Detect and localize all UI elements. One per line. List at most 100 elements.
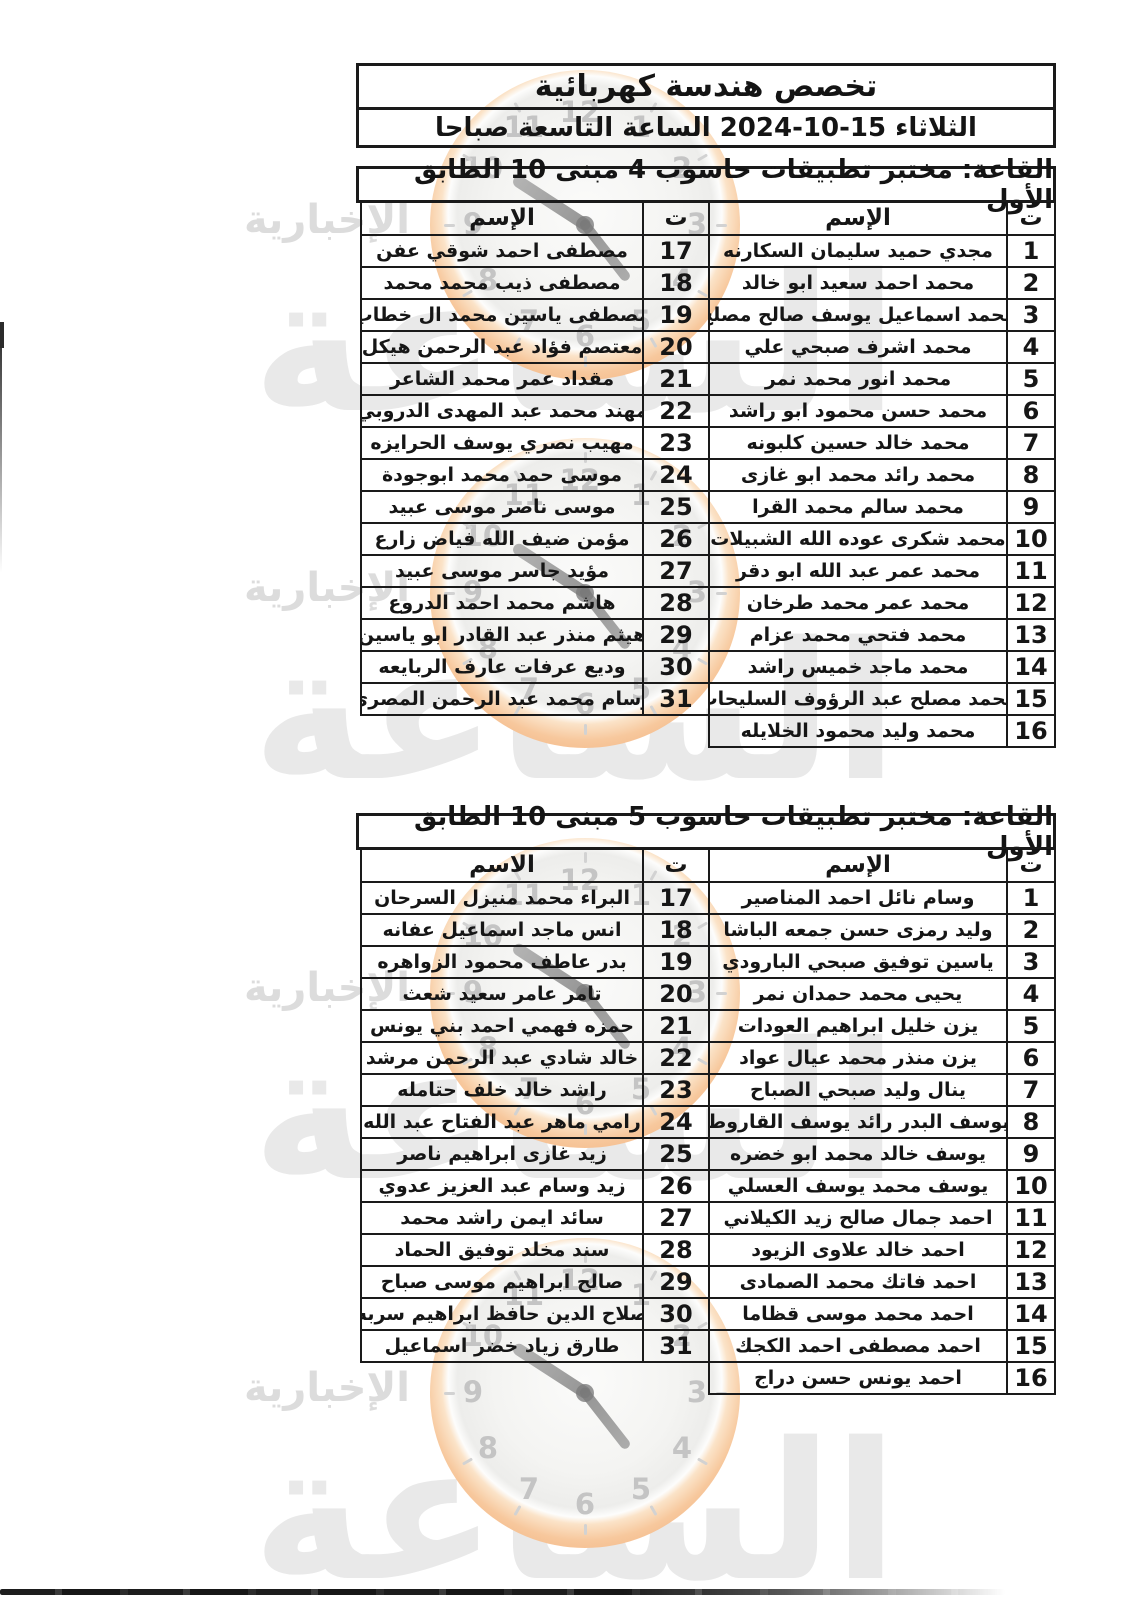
col-header-name: الإسم [708,847,1008,883]
row-serial: 30 [642,1297,710,1331]
clock-tick [583,851,587,863]
row-name: محمد انور محمد نمر [708,362,1008,396]
table-row: 3 محمد اسماعيل يوسف صالح مصلح [708,298,1056,332]
clock-logo-icon: 1 2 3 4 5 6 7 8 9 10 11 12 [430,438,740,748]
row-serial: 18 [642,913,710,947]
row-name: احمد محمد موسى قظاما [708,1297,1008,1331]
row-name: يزن خليل ابراهيم العودات [708,1009,1008,1043]
row-name: محمد احمد سعيد ابو خالد [708,266,1008,300]
roster-right-block: ت الإسم 1 وسام نائل احمد المناصير 2 وليد… [708,847,1056,1395]
clock-number: 5 [630,1471,652,1506]
row-serial: 2 [1006,266,1056,300]
row-serial: 28 [642,586,710,620]
row-name: زيد وسام عبد العزيز عدوي [360,1169,644,1203]
row-name: صلاح الدين حافظ ابراهيم سربه [360,1297,644,1331]
clock-number: 4 [671,1031,693,1065]
header-row: ت الإسم [708,200,1056,236]
row-name: مصطفى ذيب محمد محمد [360,266,644,300]
row-serial: 7 [1006,1073,1056,1107]
clock-number: 8 [477,263,499,297]
row-serial: 20 [642,330,710,364]
clock-hub [576,1384,594,1402]
row-serial: 10 [1006,1169,1056,1203]
row-serial: 24 [642,458,710,492]
row-serial: 17 [642,881,710,915]
row-serial: 17 [642,234,710,268]
row-name: مقداد عمر محمد الشاعر [360,362,644,396]
clock-number: 6 [574,319,596,353]
row-serial: 22 [642,1041,710,1075]
row-name: موسى حمد محمد ابوجودة [360,458,644,492]
table-row: 17 البراء محمد منيزل السرحان [360,881,710,915]
clock-number: 8 [477,631,499,665]
table-row: 27 مؤيد جاسر موسى عبيد [360,554,710,588]
row-serial: 3 [1006,298,1056,332]
row-serial: 16 [1006,714,1056,748]
table-row: 31 طارق زياد خضر اسماعيل [360,1329,710,1363]
table-row: 25 موسى ناصر موسى عبيد [360,490,710,524]
row-name: وديع عرفات عارف الربايعه [360,650,644,684]
rows-17-31: 17 مصطفى احمد شوقي عفن 18 مصطفى ذيب محمد… [360,234,710,716]
clock-tick [512,1505,522,1517]
clock-number: 6 [574,687,596,721]
row-name: ينال وليد صبحي الصباح [708,1073,1008,1107]
table-row: 23 مهيب نصري يوسف الحرايزه [360,426,710,460]
rows-17-31: 17 البراء محمد منيزل السرحان 18 انس ماجد… [360,881,710,1363]
clock-number: 1 [630,878,652,912]
table-row: 5 يزن خليل ابراهيم العودات [708,1009,1056,1043]
col-header-serial: ت [642,200,710,236]
row-name: محمد شكرى عوده الله الشبيلات [708,522,1008,556]
row-serial: 6 [1006,1041,1056,1075]
row-name: محمد فتحي محمد عزام [708,618,1008,652]
row-name: وسام نائل احمد المناصير [708,881,1008,915]
row-name: محمد سالم محمد القرا [708,490,1008,524]
clock-number: 6 [574,1487,596,1521]
table-row: 17 مصطفى احمد شوقي عفن [360,234,710,268]
row-serial: 27 [642,554,710,588]
row-name: مهند محمد عبد المهدى الدروبي [360,394,644,428]
table-row: 1 وسام نائل احمد المناصير [708,881,1056,915]
clock-number: 12 [559,863,600,897]
table-row: 6 محمد حسن محمود ابو راشد [708,394,1056,428]
clock-number: 7 [518,1471,540,1506]
table-row: 15 احمد مصطفى احمد الكجك [708,1329,1056,1363]
hall-section-lab5: القاعة: مختبر تطبيقات حاسوب 5 مبنى 10 ال… [356,802,1056,1395]
row-name: سند مخلد توفيق الحماد [360,1233,644,1267]
table-row: 8 محمد رائد محمد ابو غازى [708,458,1056,492]
table-row: 21 مقداد عمر محمد الشاعر [360,362,710,396]
row-serial: 15 [1006,682,1056,716]
table-row: 10 محمد شكرى عوده الله الشبيلات [708,522,1056,556]
col-header-serial: ت [1006,200,1056,236]
row-name: معتصم فؤاد عبد الرحمن هيكل [360,330,644,364]
clock-logo-icon: 1 2 3 4 5 6 7 8 9 10 11 12 [430,70,740,380]
row-name: موسى ناصر موسى عبيد [360,490,644,524]
row-name: محمد ماجد خميس راشد [708,650,1008,684]
row-serial: 5 [1006,1009,1056,1043]
row-name: يوسف البدر رائد يوسف القاروط [708,1105,1008,1139]
row-name: تامر عامر سعيد شعث [360,977,644,1011]
clock-number: 9 [462,975,484,1009]
clock-tick [583,451,587,463]
table-row: 28 هاشم محمد احمد الدروع [360,586,710,620]
row-serial: 11 [1006,1201,1056,1235]
table-row: 11 محمد عمر عبد الله ابو دقر [708,554,1056,588]
row-serial: 26 [642,1169,710,1203]
rows-1-16: 1 مجدي حميد سليمان السكارنه 2 محمد احمد … [708,234,1056,748]
row-name: يزن منذر محمد عيال عواد [708,1041,1008,1075]
table-row: 26 زيد وسام عبد العزيز عدوي [360,1169,710,1203]
table-row: 4 محمد اشرف صبحي علي [708,330,1056,364]
watermark-subtext: الإخبارية [244,565,410,611]
watermark-subtext: الإخبارية [244,965,410,1011]
row-serial: 26 [642,522,710,556]
table-row: 11 احمد جمال صالح زيد الكيلاني [708,1201,1056,1235]
table-row: 22 مهند محمد عبد المهدى الدروبي [360,394,710,428]
clock-number: 3 [686,207,708,241]
row-serial: 5 [1006,362,1056,396]
row-name: يحيى محمد حمدان نمر [708,977,1008,1011]
row-name: محمد حسن محمود ابو راشد [708,394,1008,428]
table-row: 23 راشد خالد خلف حتامله [360,1073,710,1107]
table-row: 7 ينال وليد صبحي الصباح [708,1073,1056,1107]
table-row: 20 معتصم فؤاد عبد الرحمن هيكل [360,330,710,364]
clock-number: 9 [462,575,484,609]
row-serial: 7 [1006,426,1056,460]
